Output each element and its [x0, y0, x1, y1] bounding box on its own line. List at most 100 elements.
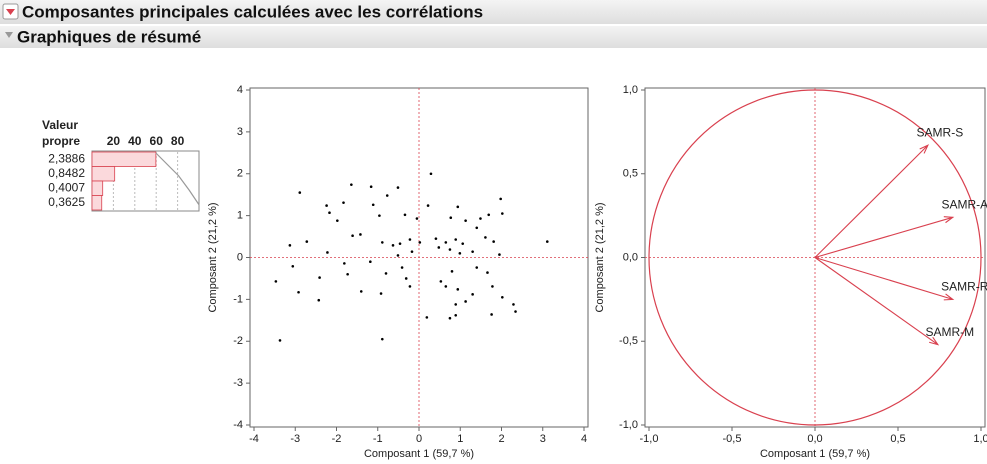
point	[444, 241, 448, 244]
point	[475, 226, 479, 230]
x-tick-label: 2	[498, 433, 504, 445]
point	[437, 246, 441, 249]
point	[458, 252, 462, 255]
point	[450, 270, 454, 273]
x-tick-label: -1,0	[640, 433, 659, 445]
point	[434, 237, 438, 240]
point	[359, 233, 362, 236]
point	[456, 205, 460, 209]
section-bar	[0, 26, 987, 48]
x-tick-label: 1,0	[973, 433, 987, 445]
column-title: Valeur	[42, 118, 78, 132]
point	[297, 290, 300, 294]
point	[545, 240, 549, 243]
point	[491, 285, 494, 288]
point	[359, 290, 363, 293]
point	[288, 244, 292, 247]
percent-bar	[91, 151, 157, 167]
point	[385, 194, 389, 197]
point	[514, 310, 517, 313]
point	[396, 186, 400, 189]
percent-bar	[91, 166, 116, 182]
point	[371, 203, 375, 207]
section-arrow[interactable]	[5, 32, 13, 38]
point	[487, 213, 491, 217]
point	[454, 303, 458, 306]
y-tick-label: -3	[233, 377, 243, 389]
header-bar	[0, 0, 987, 24]
point	[490, 313, 493, 316]
loading-arrow	[814, 216, 955, 259]
point	[384, 272, 388, 275]
x-tick-label: -2	[332, 433, 342, 445]
point	[391, 244, 395, 247]
point	[471, 250, 474, 253]
point	[398, 242, 402, 245]
variable-label: SAMR-R	[941, 280, 987, 294]
point	[492, 240, 495, 243]
x-tick-label: -4	[249, 433, 259, 445]
y-tick-label: -1	[233, 293, 243, 305]
point	[369, 260, 372, 263]
variable-label: SAMR-S	[917, 125, 964, 139]
variable-label: SAMR-A	[941, 197, 987, 211]
point	[404, 277, 408, 280]
x-tick-label: -0,5	[723, 433, 742, 445]
percent-bar	[91, 180, 104, 196]
y-tick-label: 2	[237, 168, 243, 180]
point	[408, 285, 412, 288]
y-tick-label: 4	[237, 84, 243, 96]
point	[471, 293, 474, 296]
point	[342, 201, 345, 204]
point	[403, 213, 407, 217]
cumulative-line	[155, 152, 200, 206]
point	[439, 280, 443, 283]
point	[378, 214, 381, 217]
header-title: Composantes principales calculées avec l…	[22, 2, 483, 21]
x-tick-label: 0,0	[807, 433, 822, 445]
point	[426, 204, 430, 207]
x-tick-label: -3	[290, 433, 300, 445]
point	[479, 217, 482, 220]
x-axis-label: Composant 1 (59,7 %)	[364, 448, 474, 460]
point	[274, 280, 278, 283]
point	[400, 266, 404, 269]
eigenvalue: 0,4007	[48, 180, 85, 194]
x-axis-label: Composant 1 (59,7 %)	[760, 448, 870, 460]
point	[298, 191, 302, 194]
point	[454, 313, 458, 317]
point	[408, 238, 412, 241]
point	[499, 197, 502, 201]
variable-label: SAMR-M	[926, 325, 975, 339]
point	[501, 295, 504, 299]
point	[379, 292, 383, 295]
y-tick-label: 0,5	[623, 168, 638, 180]
x-tick-label: 0	[416, 433, 422, 445]
point	[326, 251, 329, 254]
point	[456, 288, 460, 291]
column-title: propre	[42, 134, 80, 148]
point	[418, 241, 422, 244]
y-tick-label: 0,0	[623, 251, 638, 263]
y-tick-label: -2	[233, 335, 243, 347]
point	[351, 234, 354, 238]
percent-tick-label: 40	[128, 134, 142, 148]
point	[369, 185, 373, 189]
x-tick-label: 0,5	[890, 433, 905, 445]
point	[415, 217, 419, 220]
point	[444, 285, 448, 288]
y-tick-label: 1	[237, 210, 243, 222]
point	[429, 172, 433, 176]
point	[278, 339, 282, 342]
point	[317, 298, 321, 302]
point	[346, 272, 349, 276]
section-title: Graphiques de résumé	[17, 27, 201, 46]
point	[498, 253, 501, 256]
y-tick-label: 1,0	[623, 84, 638, 96]
point	[464, 300, 467, 303]
y-axis-label: Composant 2 (21,2 %)	[594, 202, 606, 312]
y-tick-label: 0	[237, 251, 243, 263]
x-tick-label: 3	[540, 433, 546, 445]
point	[305, 240, 309, 243]
